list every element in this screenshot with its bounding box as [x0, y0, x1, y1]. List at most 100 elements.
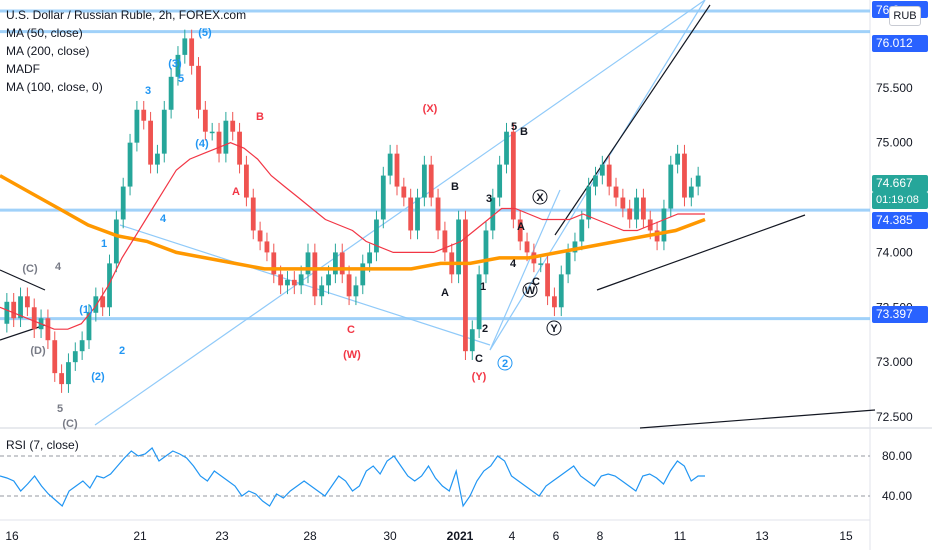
candle-body: [572, 241, 578, 253]
wave-label: (W): [343, 349, 361, 361]
candle-body: [668, 164, 674, 209]
candle-body: [634, 197, 639, 220]
wave-label: B: [520, 126, 528, 138]
wave-label: 2: [119, 345, 125, 357]
currency-button[interactable]: RUB: [889, 6, 921, 26]
candle-body: [374, 219, 379, 253]
time-axis[interactable]: 16 21 23 28 30 2021 4 6 8 11 13 15: [5, 529, 853, 543]
candle-body: [476, 274, 482, 330]
time-tick-label: 15: [839, 529, 853, 543]
candle-body: [380, 175, 386, 220]
candle-body: [579, 219, 585, 242]
indicator-madf[interactable]: MADF: [6, 62, 40, 76]
candle-body: [661, 208, 667, 242]
wave-label: 5: [511, 121, 517, 133]
candle-body: [45, 318, 51, 341]
candle-body: [558, 274, 564, 308]
candle-body: [237, 131, 242, 165]
candle-body: [415, 197, 420, 231]
candle-body: [66, 362, 71, 385]
candle-body: [141, 109, 147, 121]
trend-line: [0, 269, 46, 291]
candle-body: [545, 263, 550, 297]
trend-line: [0, 324, 46, 341]
candle-body: [456, 219, 461, 275]
candle-body: [312, 252, 318, 297]
candle-body: [367, 252, 373, 264]
price-tick-label: 73.000: [876, 355, 913, 369]
candle-body: [230, 120, 236, 132]
trend-line: [489, 189, 561, 351]
candle-body: [517, 219, 523, 242]
indicator-ma200[interactable]: MA (200, close): [6, 44, 90, 58]
candle-body: [586, 186, 592, 220]
wave-label: 4: [160, 213, 167, 225]
wave-label: C: [475, 353, 483, 365]
wave-label: 4: [55, 261, 62, 273]
wave-label: (Y): [472, 371, 487, 383]
candle-body: [86, 312, 92, 341]
candle-body: [552, 296, 557, 308]
wave-label: A: [517, 221, 525, 233]
candle-body: [18, 296, 23, 319]
chart-legend: U.S. Dollar / Russian Ruble, 2h, FOREX.c…: [6, 6, 246, 96]
candle-body: [332, 252, 338, 275]
candle-body: [168, 76, 174, 110]
rsi-legend[interactable]: RSI (7, close): [6, 438, 79, 452]
wave-label: (4): [195, 138, 209, 150]
time-tick-label: 2021: [447, 529, 474, 543]
wave-label: B: [451, 181, 459, 193]
candle-body: [257, 230, 263, 242]
wave-label: (X): [423, 103, 438, 115]
resistance-price-tag: 76.012: [872, 35, 928, 52]
candle-body: [682, 153, 687, 198]
candle-body: [688, 186, 694, 198]
candle-body: [401, 186, 407, 198]
rsi-tick-label: 40.00: [882, 489, 912, 503]
time-tick-label: 11: [674, 529, 687, 543]
wave-label: 2: [502, 358, 508, 370]
candle-body: [31, 307, 37, 330]
trend-line: [596, 214, 806, 291]
candle-body: [469, 329, 475, 352]
current-price-tag: 74.667: [872, 175, 928, 192]
candle-body: [216, 131, 222, 154]
candle-body: [394, 153, 400, 187]
candle-body: [346, 274, 352, 297]
candle-body: [524, 241, 530, 253]
time-tick-label: 6: [553, 529, 560, 543]
wave-label: (2): [91, 371, 105, 383]
candle-body: [675, 153, 681, 165]
countdown-tag: 01:19:08: [872, 192, 928, 209]
candle-body: [510, 131, 516, 220]
candle-body: [483, 230, 489, 275]
time-tick-label: 28: [303, 529, 317, 543]
wave-label-circle: [497, 355, 513, 371]
wave-label: 3: [145, 85, 151, 97]
candle-body: [463, 219, 468, 352]
symbol-title[interactable]: U.S. Dollar / Russian Ruble, 2h, FOREX.c…: [6, 8, 247, 22]
wave-label: (5): [198, 27, 212, 39]
price-tick-label: 75.000: [876, 136, 913, 150]
wave-label: C: [347, 324, 355, 336]
candle-body: [4, 301, 10, 324]
indicator-ma50[interactable]: MA (50, close): [6, 26, 83, 40]
wave-label: 5: [178, 73, 184, 85]
trend-line: [554, 4, 711, 236]
indicator-ma100[interactable]: MA (100, close, 0): [6, 80, 103, 94]
candle-body: [442, 230, 448, 253]
wave-label: 4: [510, 258, 517, 270]
trend-line: [489, 0, 706, 351]
time-tick-label: 8: [597, 529, 604, 543]
candle-body: [223, 120, 229, 154]
candle-body: [613, 186, 619, 198]
time-tick-label: 13: [755, 529, 769, 543]
wave-label: 3: [486, 193, 492, 205]
candle-body: [408, 197, 414, 231]
time-tick-label: 30: [383, 529, 397, 543]
candle-body: [134, 109, 140, 143]
trend-line: [119, 224, 491, 346]
candle-body: [319, 285, 325, 297]
wave-label: B: [256, 111, 264, 123]
